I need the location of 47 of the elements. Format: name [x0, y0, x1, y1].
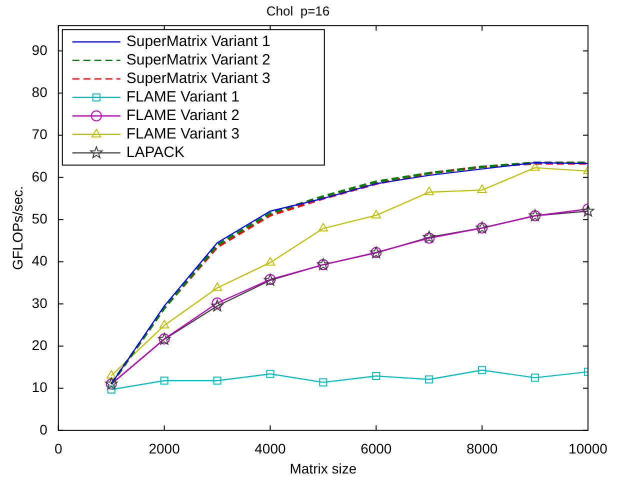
chart-title: Chol p=16 [266, 3, 330, 18]
point [372, 372, 380, 380]
legend-label: SuperMatrix Variant 3 [126, 70, 270, 87]
point [531, 374, 540, 382]
y-tick-label: 90 [32, 42, 48, 58]
point [318, 222, 328, 232]
point [266, 370, 274, 378]
point [425, 375, 434, 384]
point [582, 204, 594, 216]
point [478, 366, 486, 374]
point [530, 162, 540, 171]
x-tick-label: 0 [54, 440, 62, 457]
legend-label: FLAME Variant 1 [126, 88, 240, 106]
point [265, 257, 276, 266]
point [424, 186, 434, 196]
y-tick-label: 70 [32, 126, 48, 142]
legend-label: FLAME Variant 2 [126, 106, 240, 124]
x-tick-label: 10000 [568, 440, 608, 457]
y-tick-label: 10 [32, 379, 48, 396]
y-tick-label: 60 [32, 168, 48, 184]
y-tick-label: 0 [40, 421, 48, 438]
point [159, 320, 170, 328]
legend-label: FLAME Variant 3 [126, 125, 240, 142]
y-tick-label: 20 [32, 336, 48, 353]
point [319, 378, 328, 386]
y-tick-label: 50 [32, 210, 48, 226]
x-tick-label: 4000 [254, 440, 286, 457]
x-tick-label: 2000 [148, 440, 180, 457]
x-tick-label: 8000 [466, 440, 498, 457]
x-tick-label: 6000 [360, 440, 392, 457]
point [107, 385, 116, 394]
point [212, 282, 222, 291]
y-axis-title: GFLOPs/sec. [9, 186, 26, 270]
legend-label: SuperMatrix Variant 2 [126, 51, 270, 68]
legend-label: SuperMatrix Variant 1 [126, 32, 270, 50]
y-tick-label: 30 [32, 294, 48, 311]
point [212, 298, 223, 309]
y-tick-label: 40 [32, 252, 48, 269]
point [213, 376, 222, 385]
point [106, 370, 116, 379]
legend-label: LAPACK [126, 144, 184, 161]
point [477, 184, 487, 194]
point [371, 210, 381, 218]
y-tick-label: 80 [32, 84, 48, 100]
x-axis-title: Matrix size [290, 460, 357, 476]
point [211, 300, 224, 312]
point [160, 376, 168, 385]
